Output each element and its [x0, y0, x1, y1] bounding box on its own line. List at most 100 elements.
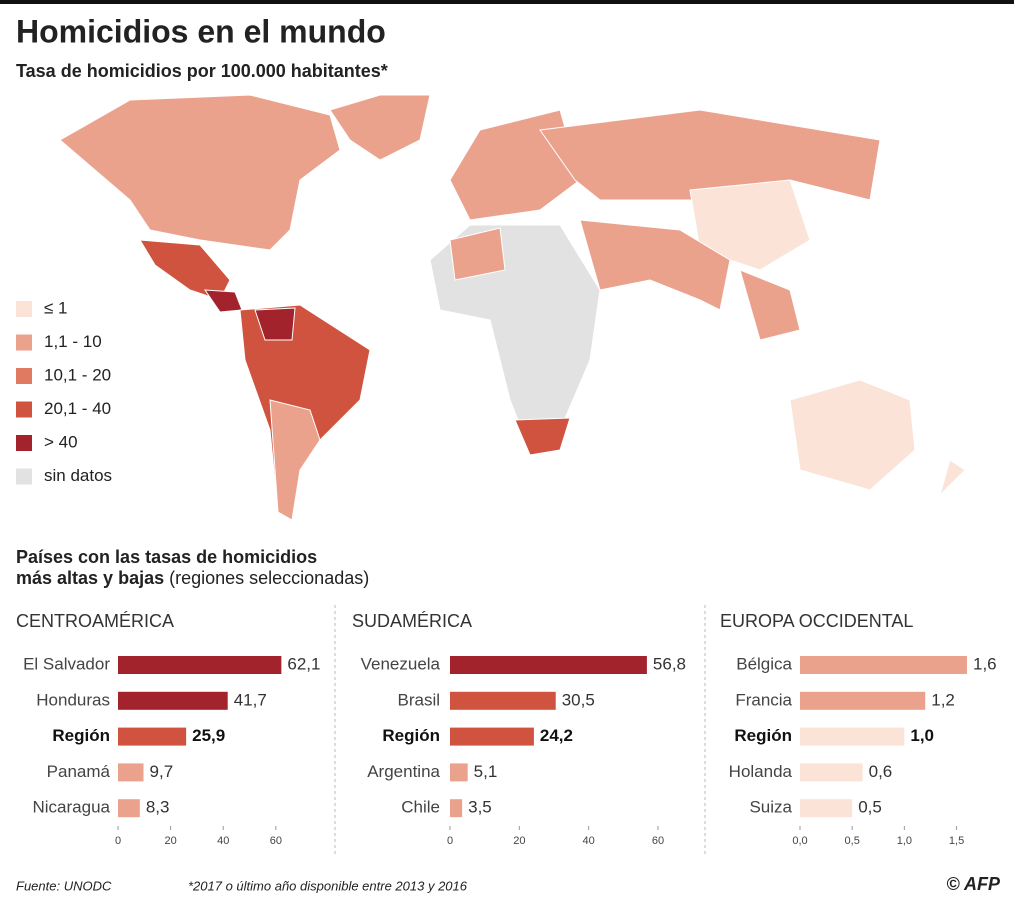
china [689, 179, 811, 271]
legend-label: 20,1 - 40 [44, 399, 111, 418]
value-label: 62,1 [287, 654, 320, 673]
bar [118, 656, 282, 674]
category-label: Venezuela [361, 654, 441, 673]
bar [450, 727, 534, 746]
bar [800, 727, 905, 746]
north-africa [449, 227, 506, 281]
value-label: 1,6 [973, 654, 997, 673]
bar [800, 799, 853, 818]
value-label: 0,6 [869, 762, 893, 781]
value-label: 41,7 [234, 690, 267, 709]
bar-charts: CENTROAMÉRICA 0 20 40 60 El Salvador 62,1 Hondu… [16, 611, 997, 847]
bar [450, 799, 463, 818]
x-tick-label: 20 [164, 835, 176, 847]
bar [118, 799, 140, 818]
europe [449, 109, 581, 221]
x-tick-label: 0,0 [792, 835, 807, 847]
legend-label: > 40 [44, 432, 78, 451]
value-label: 56,8 [653, 654, 686, 673]
legend-label: 10,1 - 20 [44, 365, 111, 384]
value-label: 8,3 [146, 798, 170, 817]
x-tick-label: 0 [447, 835, 453, 847]
section-bold: más altas y bajas [16, 568, 164, 588]
value-label: 30,5 [562, 690, 595, 709]
bar [450, 691, 556, 710]
category-label: Chile [401, 798, 440, 817]
category-label: Honduras [36, 690, 110, 709]
bar [800, 763, 863, 782]
world-map [59, 94, 966, 521]
value-label: 5,1 [474, 762, 498, 781]
x-tick-label: 40 [583, 835, 595, 847]
panel-title: CENTROAMÉRICA [16, 611, 174, 631]
credit: © AFP [946, 874, 1001, 894]
x-tick-label: 20 [513, 835, 525, 847]
legend-swatch [16, 368, 32, 384]
legend-swatch [16, 334, 32, 351]
category-label: Región [734, 726, 792, 745]
title: Homicidios en el mundo [16, 13, 386, 49]
section-subheading: más altas y bajas (regiones seleccionada… [16, 568, 369, 588]
legend: ≤ 1 1,1 - 10 10,1 - 20 20,1 - 40 > 40 sin dat… [16, 298, 112, 485]
southern-cone [269, 399, 321, 521]
value-label: 1,2 [931, 690, 955, 709]
australia [789, 379, 916, 491]
category-label: Nicaragua [33, 798, 111, 817]
bar [118, 763, 144, 782]
new-zealand [938, 459, 966, 497]
central-america [204, 289, 243, 313]
note: *2017 o último año disponible entre 2013… [188, 878, 468, 893]
north-america [59, 94, 341, 251]
x-tick-label: 0,5 [845, 835, 860, 847]
bar [118, 727, 187, 746]
greenland [329, 94, 431, 161]
top-rule [0, 0, 1014, 4]
category-label: Región [52, 726, 110, 745]
x-tick-label: 1,5 [949, 835, 964, 847]
panel-title: EUROPA OCCIDENTAL [720, 611, 913, 631]
subtitle: Tasa de homicidios por 100.000 habitante… [16, 61, 388, 81]
category-label: El Salvador [23, 654, 110, 673]
category-label: Panamá [47, 762, 111, 781]
bar [118, 691, 228, 710]
legend-swatch [16, 468, 32, 485]
x-tick-label: 1,0 [897, 835, 912, 847]
x-tick-label: 40 [217, 835, 229, 847]
bar [450, 656, 647, 674]
legend-label: sin datos [44, 466, 112, 485]
source: Fuente: UNODC [16, 878, 112, 893]
bar [800, 691, 926, 710]
section-heading: Países con las tasas de homicidios [16, 547, 317, 567]
x-tick-label: 0 [115, 835, 121, 847]
category-label: Brasil [397, 690, 440, 709]
value-label: 24,2 [540, 726, 573, 745]
section-rest: (regiones seleccionadas) [164, 568, 369, 588]
category-label: Bélgica [736, 654, 792, 673]
southeast-asia [739, 269, 801, 341]
x-tick-label: 60 [270, 835, 282, 847]
legend-label: 1,1 - 10 [44, 332, 102, 351]
value-label: 9,7 [150, 762, 174, 781]
x-tick-label: 60 [652, 835, 664, 847]
value-label: 3,5 [468, 798, 492, 817]
category-label: Suiza [749, 798, 792, 817]
middle-east-india [579, 219, 731, 311]
bar [800, 656, 967, 674]
legend-swatch [16, 435, 32, 451]
south-africa [514, 417, 571, 456]
legend-swatch [16, 301, 32, 317]
category-label: Región [382, 726, 440, 745]
venezuela [254, 307, 296, 341]
value-label: 0,5 [858, 798, 882, 817]
legend-swatch [16, 401, 32, 418]
panel-title: SUDAMÉRICA [352, 611, 472, 631]
value-label: 1,0 [910, 726, 934, 745]
category-label: Argentina [367, 762, 440, 781]
value-label: 25,9 [192, 726, 225, 745]
legend-label: ≤ 1 [44, 298, 68, 317]
category-label: Francia [735, 690, 792, 709]
russia-asia [539, 109, 881, 201]
bar [450, 763, 468, 782]
category-label: Holanda [729, 762, 793, 781]
